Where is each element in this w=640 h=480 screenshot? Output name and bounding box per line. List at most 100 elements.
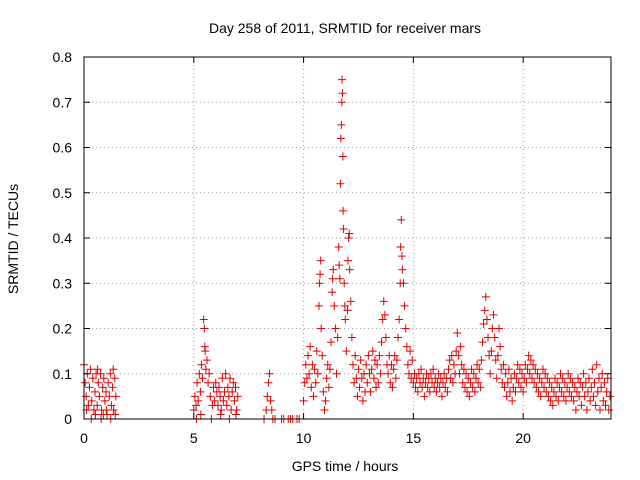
y-tick-label: 0.4 xyxy=(53,230,73,246)
data-point xyxy=(216,392,225,401)
data-point xyxy=(602,387,611,396)
data-point xyxy=(213,401,222,410)
data-point xyxy=(366,387,375,396)
data-point xyxy=(601,401,610,410)
data-point xyxy=(390,351,399,360)
data-point xyxy=(194,396,203,405)
data-point xyxy=(384,369,393,378)
data-point xyxy=(605,392,614,401)
data-point xyxy=(429,365,438,374)
data-point xyxy=(98,383,107,392)
data-point xyxy=(358,396,367,405)
data-point xyxy=(87,396,96,405)
data-point xyxy=(305,369,314,378)
data-point xyxy=(495,324,504,333)
data-point xyxy=(510,369,519,378)
data-point xyxy=(420,392,429,401)
data-point xyxy=(228,387,237,396)
data-point xyxy=(487,347,496,356)
data-point xyxy=(473,360,482,369)
data-point xyxy=(560,378,569,387)
data-point xyxy=(445,356,454,365)
data-point xyxy=(344,234,353,242)
data-point xyxy=(481,292,490,301)
data-point xyxy=(196,410,205,419)
data-point xyxy=(512,374,521,383)
data-point xyxy=(265,369,274,378)
data-point xyxy=(320,405,329,414)
data-point xyxy=(403,360,412,369)
data-point xyxy=(567,392,576,401)
data-point xyxy=(541,369,550,378)
data-point xyxy=(593,387,602,396)
data-point xyxy=(197,360,206,369)
data-point xyxy=(603,374,612,383)
data-point xyxy=(460,383,469,392)
data-point xyxy=(547,383,556,392)
data-point xyxy=(338,89,347,98)
data-point xyxy=(534,387,543,396)
data-point xyxy=(109,405,118,414)
data-point xyxy=(437,392,446,401)
data-point xyxy=(111,410,120,419)
data-point xyxy=(317,324,326,333)
data-point xyxy=(457,360,466,369)
data-point xyxy=(354,365,363,374)
data-point xyxy=(570,383,579,392)
data-point xyxy=(309,392,318,401)
data-point xyxy=(501,369,510,378)
data-point xyxy=(523,365,532,374)
data-point xyxy=(556,369,565,378)
data-point xyxy=(311,378,320,387)
data-point xyxy=(590,378,599,387)
data-point xyxy=(88,374,97,383)
data-point xyxy=(463,387,472,396)
data-point xyxy=(500,383,509,392)
data-point xyxy=(516,383,525,392)
data-point xyxy=(100,396,109,405)
data-point xyxy=(543,374,552,383)
data-point xyxy=(565,387,574,396)
data-point xyxy=(306,342,315,351)
data-point xyxy=(401,324,410,333)
data-point xyxy=(394,333,403,342)
data-point xyxy=(99,410,108,419)
data-point xyxy=(331,324,340,333)
data-point xyxy=(340,279,349,288)
data-point xyxy=(336,179,345,188)
data-point xyxy=(589,392,598,401)
data-point xyxy=(322,374,331,383)
data-point xyxy=(96,369,105,378)
y-tick-label: 0.2 xyxy=(53,321,73,337)
data-point xyxy=(108,383,117,392)
data-point xyxy=(392,356,401,365)
data-point xyxy=(466,378,475,387)
data-point xyxy=(578,383,587,392)
data-point xyxy=(107,401,116,410)
data-point xyxy=(478,338,487,347)
data-point xyxy=(226,374,235,383)
data-point xyxy=(109,365,118,374)
tick-labels: 0 0.1 0.2 0.3 0.4 0.5 0.6 0.7 0.8 0 5 10 15 20 xyxy=(53,49,532,446)
data-point xyxy=(587,383,596,392)
data-point xyxy=(210,396,219,405)
data-point xyxy=(190,392,199,401)
data-point xyxy=(350,378,359,387)
data-point xyxy=(339,206,348,215)
data-point xyxy=(310,365,319,374)
data-point xyxy=(596,405,605,414)
y-tick-label: 0.7 xyxy=(53,94,73,110)
data-point xyxy=(479,319,488,328)
data-point xyxy=(362,360,371,369)
data-point xyxy=(380,310,389,319)
data-point xyxy=(549,387,558,396)
data-point xyxy=(482,315,491,324)
data-point xyxy=(364,351,373,360)
data-point xyxy=(597,383,606,392)
data-point xyxy=(110,374,119,383)
data-point xyxy=(563,383,572,392)
data-point xyxy=(521,360,530,369)
data-point xyxy=(94,378,103,387)
data-point xyxy=(337,120,346,129)
data-point xyxy=(313,369,322,378)
